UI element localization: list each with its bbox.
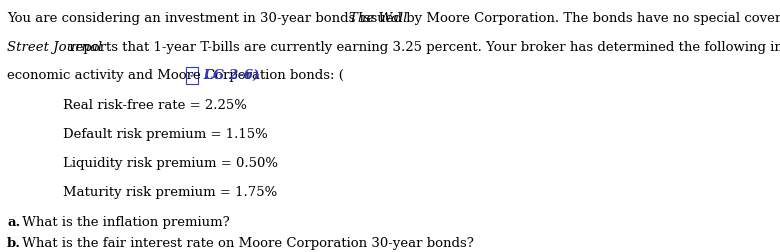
Text: ✓: ✓: [189, 70, 197, 80]
Text: a.: a.: [7, 215, 20, 228]
Text: Maturity risk premium = 1.75%: Maturity risk premium = 1.75%: [63, 186, 278, 199]
Text: Default risk premium = 1.15%: Default risk premium = 1.15%: [63, 127, 268, 140]
Text: The Wall: The Wall: [349, 12, 408, 25]
Text: What is the inflation premium?: What is the inflation premium?: [18, 215, 230, 228]
Text: economic activity and Moore Corporation bonds: (: economic activity and Moore Corporation …: [7, 69, 344, 81]
Text: b.: b.: [7, 236, 21, 249]
Text: You are considering an investment in 30-year bonds issued by Moore Corporation. : You are considering an investment in 30-…: [7, 12, 780, 25]
Text: What is the fair interest rate on Moore Corporation 30-year bonds?: What is the fair interest rate on Moore …: [18, 236, 474, 249]
Text: Liquidity risk premium = 0.50%: Liquidity risk premium = 0.50%: [63, 156, 278, 169]
Text: LG 2-6): LG 2-6): [199, 69, 259, 81]
Text: Street Journal: Street Journal: [7, 40, 102, 53]
Text: reports that 1-year T-bills are currently earning 3.25 percent. Your broker has : reports that 1-year T-bills are currentl…: [65, 40, 780, 53]
Text: Real risk-free rate = 2.25%: Real risk-free rate = 2.25%: [63, 99, 247, 112]
FancyBboxPatch shape: [186, 68, 198, 85]
